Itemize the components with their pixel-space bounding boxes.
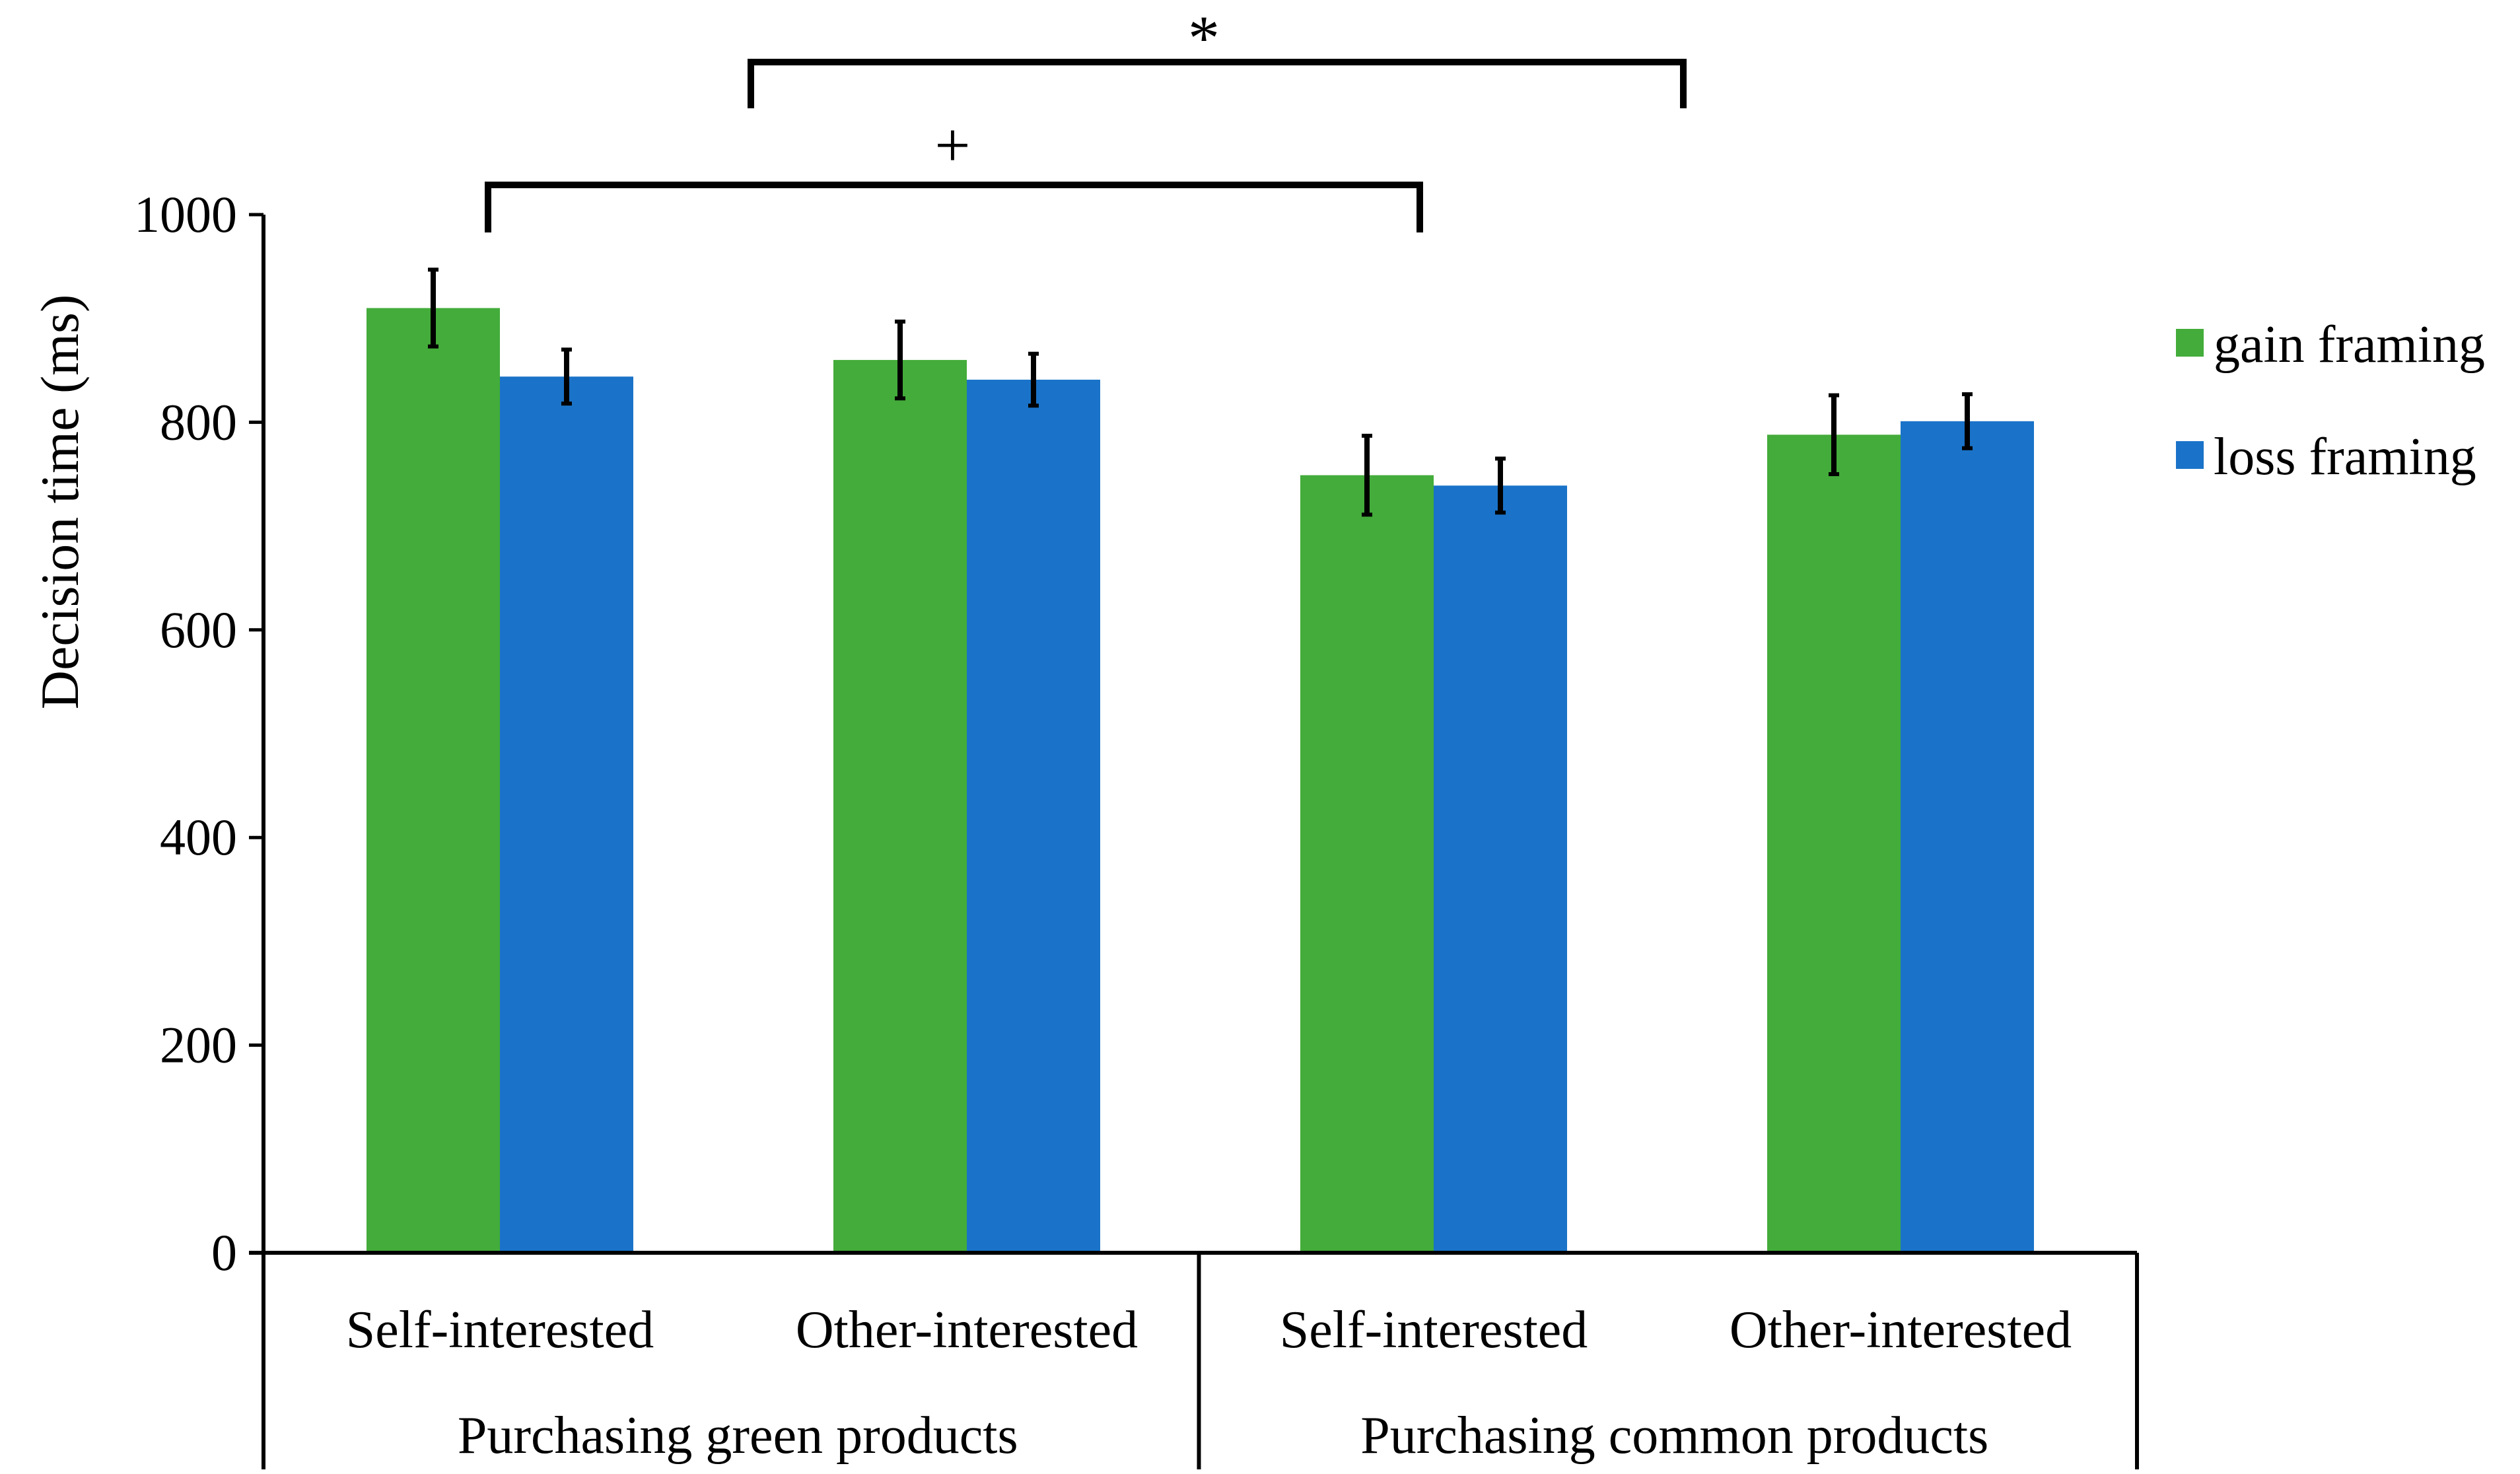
category-label: Self-interested [346, 1301, 654, 1359]
bar-loss-framing [1901, 421, 2034, 1253]
y-tick-label: 1000 [134, 186, 237, 243]
significance-marker: + [934, 110, 970, 180]
legend: gain framing loss framing [2176, 316, 2485, 486]
axes [249, 215, 2139, 1469]
category-labels: Self-interested Other-interested Self-inte… [346, 1301, 2072, 1465]
y-tick-label: 600 [160, 601, 237, 658]
bar-gain-framing [367, 308, 500, 1253]
y-tick-label: 0 [211, 1224, 237, 1281]
category-label: Self-interested [1280, 1301, 1588, 1359]
legend-label: loss framing [2214, 428, 2476, 486]
y-tick-label: 400 [160, 808, 237, 866]
error-bars [428, 267, 1973, 517]
significance-marker: * [1188, 3, 1220, 73]
bar-gain-framing [833, 360, 967, 1253]
bars [367, 308, 2034, 1253]
bar-loss-framing [500, 376, 633, 1253]
y-tick-label: 800 [160, 393, 237, 450]
bar-loss-framing [967, 379, 1100, 1253]
legend-label: gain framing [2214, 316, 2485, 374]
significance-brackets: +* [485, 3, 1687, 232]
category-label: Other-interested [796, 1301, 1138, 1359]
category-label: Other-interested [1730, 1301, 2072, 1359]
group-label: Purchasing common products [1360, 1407, 1988, 1465]
legend-swatch [2176, 441, 2204, 469]
significance-bracket [748, 59, 1687, 108]
y-axis-title: Decision time (ms) [30, 295, 90, 710]
bar-gain-framing [1300, 475, 1434, 1253]
bar-loss-framing [1434, 485, 1567, 1253]
legend-swatch [2176, 329, 2204, 357]
group-label: Purchasing green products [458, 1407, 1018, 1465]
y-tick-label: 200 [160, 1016, 237, 1074]
significance-bracket [485, 182, 1423, 232]
y-axis-ticks: 0 200 400 600 800 1000 [134, 186, 263, 1281]
bar-gain-framing [1767, 435, 1901, 1253]
